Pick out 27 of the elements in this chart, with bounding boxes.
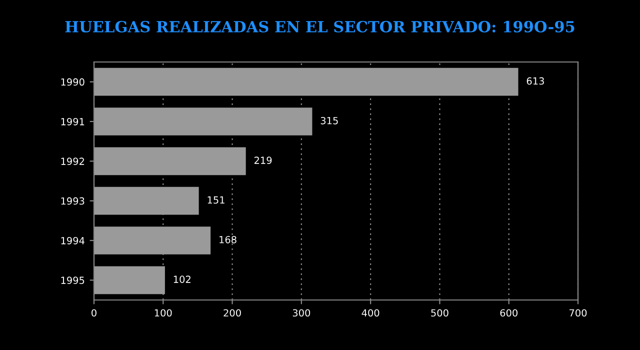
x-tick-label: 500 (431, 309, 448, 317)
y-tick-label: 1994 (61, 236, 84, 244)
bar (94, 68, 518, 96)
x-tick-label: 400 (362, 309, 380, 317)
x-tick-label: 600 (500, 309, 518, 317)
y-tick-label: 1992 (61, 158, 84, 165)
x-tick-label: 100 (154, 309, 172, 317)
y-tick-label: 1993 (61, 197, 84, 205)
bar (94, 266, 165, 294)
data-label: 613 (526, 77, 544, 85)
bar (94, 108, 312, 136)
x-tick-label: 0 (92, 309, 96, 317)
y-tick-label: 1995 (61, 276, 84, 284)
y-tick-label: 1991 (61, 118, 84, 126)
x-tick-label: 700 (570, 309, 587, 317)
data-label: 102 (174, 276, 190, 283)
bar (94, 226, 211, 254)
chart-title: HUELGAS REALIZADAS EN EL SECTOR PRIVADO: 199O-95 (65, 20, 574, 32)
bar (94, 147, 246, 176)
data-label: 151 (208, 196, 224, 204)
data-label: 315 (320, 116, 338, 124)
data-label: 219 (254, 156, 272, 164)
data-label: 168 (220, 236, 236, 244)
x-tick-label: 200 (224, 309, 241, 317)
y-tick-label: 1990 (61, 78, 84, 86)
bar (94, 186, 199, 215)
x-tick-label: 300 (292, 309, 310, 317)
